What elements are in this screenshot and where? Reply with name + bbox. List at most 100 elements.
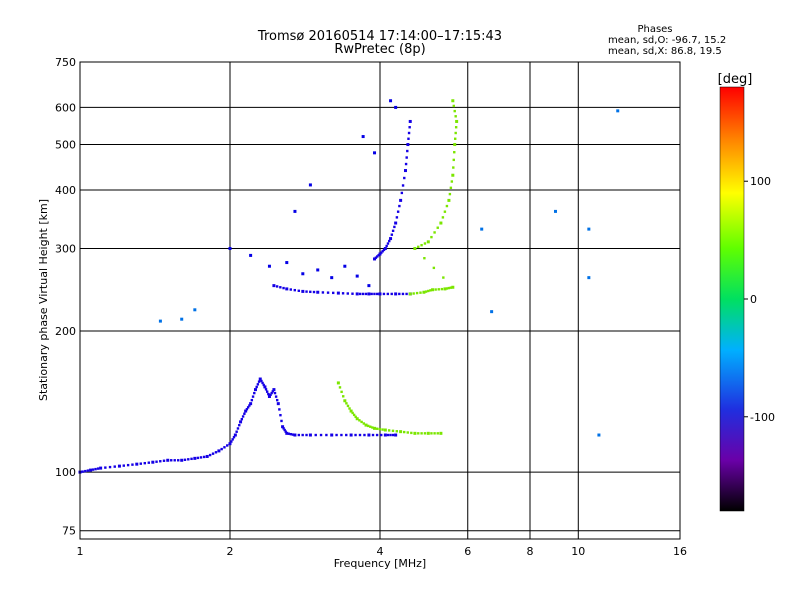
- trace-point: [308, 433, 312, 437]
- trace-point: [289, 432, 293, 436]
- trace-point: [135, 462, 139, 466]
- x-tick-label: 1: [77, 545, 84, 558]
- x-tick-label: 6: [464, 545, 471, 558]
- trace-point: [378, 427, 382, 431]
- trace-point: [394, 105, 398, 109]
- trace-point: [326, 291, 330, 294]
- trace-point: [340, 390, 343, 394]
- trace-point: [117, 464, 121, 468]
- trace-point: [257, 380, 261, 383]
- trace-point: [451, 173, 455, 177]
- y-axis-label: Stationary phase Virtual Height [km]: [37, 199, 50, 401]
- trace-point: [187, 458, 190, 461]
- trace-point: [445, 287, 449, 290]
- trace-point: [281, 425, 285, 429]
- trace-point: [312, 290, 316, 294]
- trace-point: [415, 291, 419, 295]
- trace-point: [208, 453, 212, 457]
- trace-point: [183, 458, 187, 461]
- trace-point: [314, 433, 317, 437]
- trace-point: [202, 455, 206, 459]
- trace-point: [173, 459, 176, 462]
- trace-point: [394, 433, 398, 437]
- trace-point: [374, 256, 378, 259]
- trace-point: [423, 432, 427, 435]
- y-tick-labels: 75 100 200 300 400 500 600 750: [55, 56, 76, 538]
- trace-point: [616, 109, 620, 113]
- trace-point: [301, 289, 305, 293]
- trace-point: [309, 290, 312, 294]
- trace-point: [383, 428, 387, 432]
- trace-point: [228, 247, 232, 251]
- trace-point: [398, 292, 401, 296]
- trace-point: [407, 131, 411, 135]
- trace-point: [211, 452, 215, 455]
- trace-point: [256, 383, 260, 386]
- trace-point: [429, 289, 432, 292]
- trace-point: [373, 257, 377, 261]
- trace-point: [250, 398, 254, 402]
- trace-point: [394, 292, 398, 296]
- trace-point: [238, 423, 241, 427]
- trace-point: [355, 292, 359, 296]
- trace-point: [404, 162, 408, 166]
- trace-point: [338, 386, 342, 389]
- trace-point: [454, 137, 457, 140]
- trace-point: [382, 248, 386, 252]
- trace-point: [319, 433, 323, 437]
- trace-point: [354, 433, 357, 437]
- trace-point: [449, 186, 453, 190]
- trace-point: [381, 250, 384, 253]
- trace-point: [255, 385, 258, 389]
- trace-point: [403, 169, 407, 173]
- x-tick-label: 10: [571, 545, 585, 558]
- colorbar: [719, 86, 745, 512]
- trace-point: [180, 458, 184, 462]
- trace-point: [293, 209, 297, 213]
- trace-point: [439, 431, 443, 435]
- trace-point: [166, 458, 170, 462]
- trace-point: [345, 402, 348, 405]
- grid: [79, 61, 681, 539]
- trace-point: [386, 433, 390, 437]
- trace-point: [228, 442, 232, 446]
- trace-point: [275, 285, 279, 288]
- trace-point: [376, 427, 379, 430]
- trace-point: [239, 420, 243, 424]
- trace-point: [226, 444, 229, 447]
- trace-point: [399, 198, 403, 202]
- trace-point: [364, 423, 368, 427]
- trace-point: [246, 406, 250, 409]
- trace-point: [398, 204, 401, 208]
- trace-point: [274, 395, 278, 398]
- trace-point: [158, 319, 162, 323]
- trace-point: [343, 264, 347, 268]
- trace-point: [276, 402, 280, 406]
- trace-point: [447, 198, 451, 202]
- trace-point: [454, 115, 457, 118]
- trace-point: [293, 433, 297, 437]
- trace-point: [349, 409, 353, 413]
- trace-point: [143, 461, 146, 465]
- trace-point: [424, 290, 428, 293]
- trace-point: [450, 180, 454, 183]
- phases-o-stats: mean, sd,O: -96.7, 15.2: [608, 35, 726, 46]
- trace-point: [408, 292, 412, 296]
- trace-point: [282, 427, 285, 430]
- trace-point: [401, 184, 405, 187]
- trace-point: [408, 126, 411, 129]
- trace-point: [436, 226, 439, 229]
- trace-point: [420, 243, 423, 247]
- trace-point: [417, 432, 420, 435]
- trace-point: [423, 242, 427, 245]
- trace-point: [386, 292, 390, 296]
- trace-point: [180, 317, 184, 321]
- trace-point: [390, 233, 394, 236]
- trace-point: [272, 284, 276, 288]
- trace-point: [241, 415, 245, 418]
- trace-point: [436, 432, 439, 435]
- trace-point: [454, 131, 457, 135]
- trace-point: [223, 446, 226, 449]
- trace-point: [301, 433, 304, 437]
